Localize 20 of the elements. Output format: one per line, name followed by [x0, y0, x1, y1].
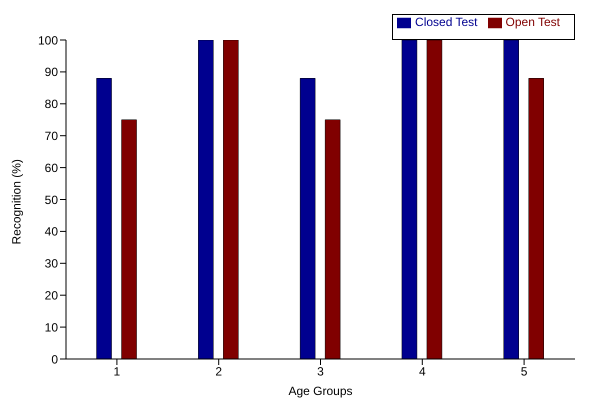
y-tick-label: 90 [44, 65, 58, 80]
y-tick-label: 50 [44, 192, 58, 207]
y-tick-label: 60 [44, 160, 58, 175]
y-tick-label: 20 [44, 288, 58, 302]
y-tick-label: 40 [44, 224, 58, 239]
x-tick-label: 4 [418, 364, 426, 379]
x-axis-title: Age Groups [288, 384, 353, 398]
legend-label: Open Test [506, 15, 560, 29]
x-tick-label: 2 [215, 364, 222, 379]
y-tick-label: 30 [44, 256, 58, 271]
y-tick-label: 10 [44, 320, 58, 334]
x-tick-label: 3 [317, 364, 324, 379]
y-tick-label: 0 [51, 352, 58, 366]
x-tick-label: 1 [114, 364, 121, 379]
x-tick-label: 5 [520, 364, 528, 379]
y-axis-title: Recognition (%) [9, 159, 24, 244]
y-tick-label: 80 [44, 97, 58, 112]
y-tick-label: 70 [44, 128, 58, 143]
legend-label: Closed Test [415, 15, 478, 29]
y-tick-label: 100 [38, 33, 58, 48]
